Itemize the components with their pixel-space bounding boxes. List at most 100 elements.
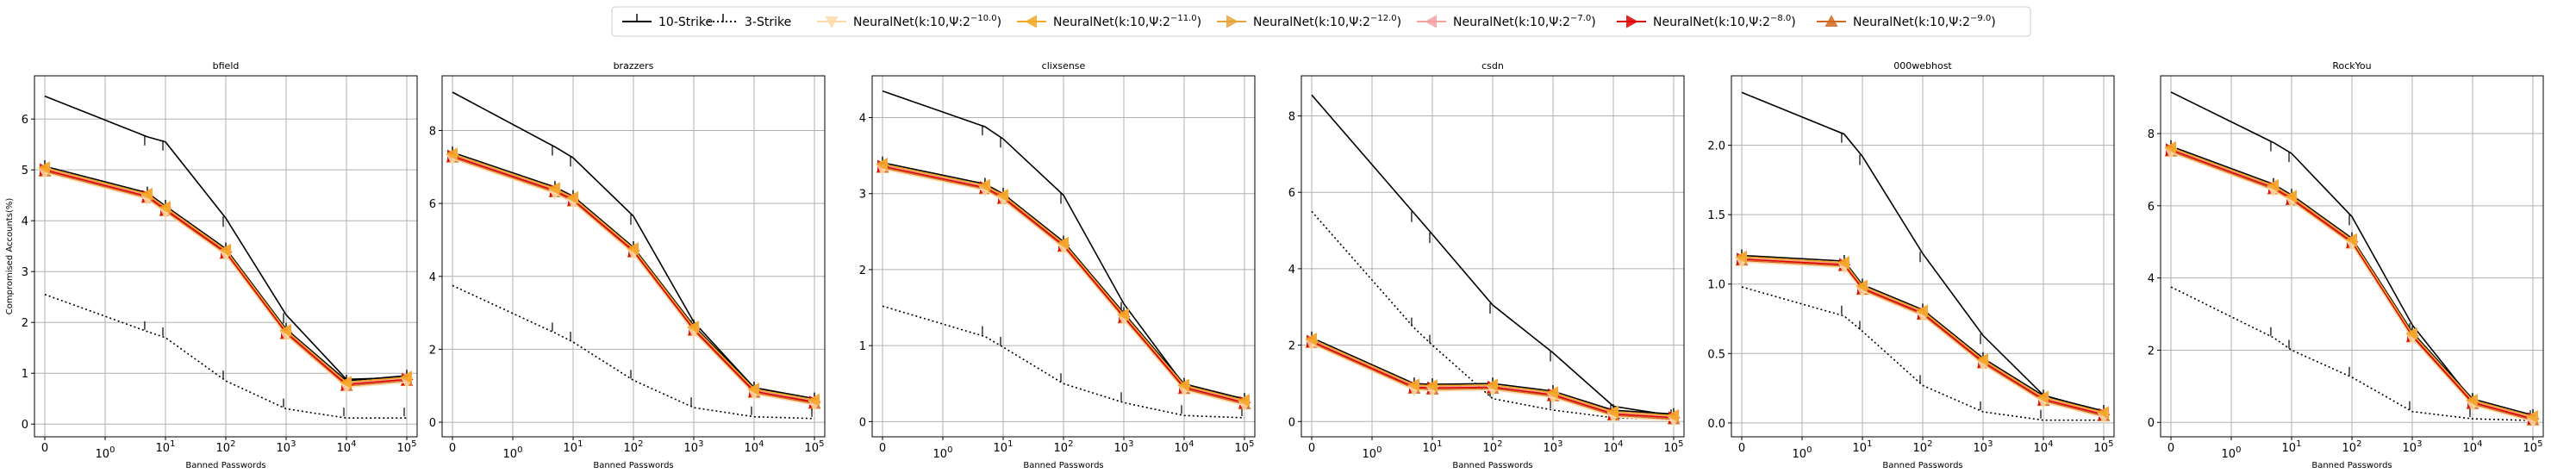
marker-neuralnet bbox=[747, 383, 759, 396]
marker-neuralnet bbox=[808, 393, 820, 407]
legend-label: 3-Strike bbox=[745, 16, 791, 29]
x-tick-label: 0 bbox=[449, 442, 456, 455]
panel-title: brazzers bbox=[614, 60, 654, 72]
x-tick-label: 103 bbox=[2403, 439, 2423, 455]
marker-neuralnet bbox=[996, 189, 1008, 202]
x-tick-label: 0 bbox=[879, 442, 886, 455]
marker-neuralnet bbox=[1117, 308, 1129, 321]
marker-neuralnet bbox=[400, 370, 412, 384]
x-tick-label: 105 bbox=[397, 439, 417, 455]
marker-neuralnet bbox=[219, 243, 231, 257]
x-axis-label: Banned Passwords bbox=[1452, 461, 1532, 470]
series-3-strike bbox=[882, 305, 1245, 419]
x-tick-label: 104 bbox=[745, 439, 764, 455]
y-tick-label: 1.5 bbox=[1707, 209, 1725, 222]
legend-marker bbox=[1425, 15, 1437, 28]
y-tick-label: 2 bbox=[22, 317, 28, 330]
panel-title: 000webhost bbox=[1893, 60, 1952, 72]
y-tick-label: 6 bbox=[2148, 201, 2155, 214]
series-3-strike bbox=[44, 294, 407, 420]
x-tick-label: 104 bbox=[2034, 439, 2054, 455]
y-tick-label: 3 bbox=[859, 189, 866, 202]
x-tick-label: 0 bbox=[1308, 442, 1315, 455]
legend-entry: NeuralNet(k:10,Ψ:2−9.0) bbox=[1817, 14, 1996, 29]
marker-neuralnet bbox=[159, 201, 171, 215]
y-axis-label: Compromised Accounts(%) bbox=[5, 198, 15, 315]
x-tick-label: 104 bbox=[1604, 439, 1624, 455]
x-tick-label: 102 bbox=[216, 439, 236, 455]
panel-title: csdn bbox=[1481, 60, 1504, 72]
marker-neuralnet bbox=[1916, 304, 1928, 318]
marker-neuralnet bbox=[1057, 236, 1069, 250]
marker-neuralnet bbox=[687, 321, 699, 334]
y-tick-label: 4 bbox=[22, 215, 28, 228]
panel-rockyou: 0 2 4 6 8 0 100 101 102 103 104 105 RockYou Banned Pa… bbox=[2148, 60, 2544, 470]
x-tick-label: 103 bbox=[684, 439, 704, 455]
y-tick-label: 6 bbox=[429, 198, 436, 211]
legend: 10-Strike 3-Strike NeuralNet(k:10,Ψ:2−10.0… bbox=[611, 6, 2031, 37]
legend-label: 10-Strike bbox=[658, 16, 713, 29]
y-tick-label: 8 bbox=[429, 125, 436, 138]
marker-neuralnet bbox=[978, 178, 990, 192]
legend-label: NeuralNet(k:10,Ψ:2−8.0) bbox=[1653, 14, 1796, 29]
y-tick-label: 6 bbox=[1288, 187, 1295, 200]
x-tick-label: 102 bbox=[1913, 439, 1933, 455]
y-tick-label: 5 bbox=[22, 165, 28, 177]
legend-label: NeuralNet(k:10,Ψ:2−10.0) bbox=[853, 14, 1001, 29]
x-tick-label: 103 bbox=[1544, 439, 1563, 455]
x-tick-label: 101 bbox=[1423, 439, 1443, 455]
marker-neuralnet bbox=[1667, 408, 1679, 422]
x-tick-label: 103 bbox=[1974, 439, 1993, 455]
y-tick-label: 0.0 bbox=[1707, 418, 1725, 431]
y-tick-label: 4 bbox=[1288, 264, 1295, 277]
y-tick-label: 2.0 bbox=[1707, 140, 1725, 153]
x-tick-label: 102 bbox=[1054, 439, 1074, 455]
y-tick-label: 3 bbox=[22, 266, 28, 279]
x-tick-label: 105 bbox=[2094, 439, 2114, 455]
marker-neuralnet bbox=[1238, 394, 1250, 408]
panel-clixsense: 0 1 2 3 4 0 100 101 102 103 104 105 clixsense Banned … bbox=[859, 60, 1256, 470]
panel-brazzers: 0 2 4 6 8 0 100 101 102 103 104 105 brazzers Banned P… bbox=[429, 60, 826, 470]
marker-neuralnet bbox=[2267, 178, 2279, 192]
panel-000webhost: 0.0 0.5 1.0 1.5 2.0 0 100 101 102 103 104 105 000web… bbox=[1707, 60, 2115, 470]
series-3-strike bbox=[2170, 286, 2534, 421]
x-tick-label: 102 bbox=[1483, 439, 1503, 455]
legend-marker bbox=[825, 16, 839, 28]
marker-neuralnet bbox=[1837, 256, 1849, 270]
x-tick-label: 100 bbox=[2222, 445, 2242, 461]
legend-label: NeuralNet(k:10,Ψ:2−9.0) bbox=[1853, 14, 1996, 29]
marker-neuralnet bbox=[1735, 250, 1747, 264]
x-tick-label: 105 bbox=[1235, 439, 1255, 455]
panel-title: clixsense bbox=[1042, 60, 1086, 72]
legend-label: NeuralNet(k:10,Ψ:2−7.0) bbox=[1453, 14, 1596, 29]
legend-entry: NeuralNet(k:10,Ψ:2−7.0) bbox=[1417, 14, 1596, 29]
x-axis-label: Banned Passwords bbox=[1023, 461, 1103, 470]
x-tick-label: 0 bbox=[41, 442, 48, 455]
marker-neuralnet bbox=[1976, 352, 1988, 366]
legend-marker bbox=[1025, 15, 1037, 28]
marker-neuralnet bbox=[140, 187, 153, 201]
y-tick-label: 1 bbox=[859, 340, 866, 353]
x-tick-label: 101 bbox=[156, 439, 176, 455]
x-tick-label: 105 bbox=[2523, 439, 2543, 455]
legend-entry: NeuralNet(k:10,Ψ:2−12.0) bbox=[1217, 14, 1401, 29]
y-tick-label: 0 bbox=[2148, 417, 2155, 430]
legend-entry: NeuralNet(k:10,Ψ:2−10.0) bbox=[817, 14, 1001, 29]
marker-neuralnet bbox=[446, 147, 458, 161]
x-tick-label: 0 bbox=[1738, 442, 1745, 455]
x-axis-label: Banned Passwords bbox=[2311, 461, 2392, 470]
x-tick-label: 100 bbox=[1793, 445, 1812, 461]
marker-neuralnet bbox=[38, 161, 50, 175]
marker-neuralnet bbox=[340, 376, 352, 389]
y-tick-label: 1 bbox=[22, 368, 28, 381]
x-axis-label: Banned Passwords bbox=[185, 461, 265, 470]
x-tick-label: 102 bbox=[624, 439, 644, 455]
x-tick-label: 102 bbox=[2342, 439, 2362, 455]
y-tick-label: 0 bbox=[22, 419, 28, 432]
x-tick-label: 100 bbox=[933, 445, 953, 461]
marker-neuralnet bbox=[627, 242, 639, 256]
x-tick-label: 100 bbox=[1363, 445, 1382, 461]
series-3-strike bbox=[1741, 286, 2104, 421]
